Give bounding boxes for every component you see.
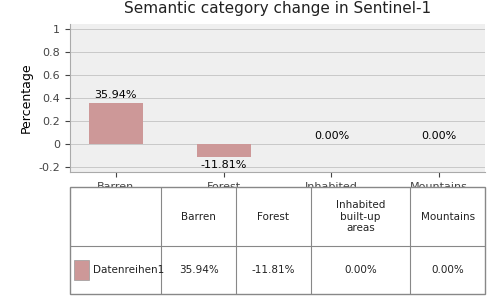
Bar — [74, 260, 88, 279]
Text: -11.81%: -11.81% — [252, 265, 295, 275]
Text: Barren: Barren — [181, 211, 216, 222]
Text: Forest: Forest — [258, 211, 290, 222]
Bar — [196, 144, 250, 157]
Title: Semantic category change in Sentinel-1: Semantic category change in Sentinel-1 — [124, 1, 431, 16]
Bar — [89, 103, 143, 144]
Text: Mountains: Mountains — [420, 211, 474, 222]
Y-axis label: Percentage: Percentage — [20, 63, 33, 133]
Text: 0.00%: 0.00% — [314, 131, 349, 141]
Text: Inhabited
built-up
areas: Inhabited built-up areas — [336, 200, 385, 233]
Text: 0.00%: 0.00% — [422, 131, 457, 141]
Text: 35.94%: 35.94% — [179, 265, 218, 275]
Text: Datenreihen1: Datenreihen1 — [93, 265, 164, 275]
Text: 0.00%: 0.00% — [432, 265, 464, 275]
Text: -11.81%: -11.81% — [200, 160, 247, 170]
Text: 0.00%: 0.00% — [344, 265, 377, 275]
Text: 35.94%: 35.94% — [94, 90, 137, 100]
